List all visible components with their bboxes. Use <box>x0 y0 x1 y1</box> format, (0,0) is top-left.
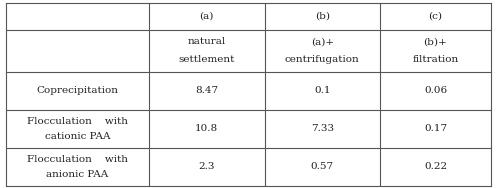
Text: cationic PAA: cationic PAA <box>45 132 110 141</box>
Text: settlement: settlement <box>178 55 235 64</box>
Text: (b)+: (b)+ <box>423 37 447 46</box>
Text: 2.3: 2.3 <box>198 162 215 171</box>
Text: natural: natural <box>188 37 226 46</box>
Text: (a)+: (a)+ <box>311 37 334 46</box>
Text: (a): (a) <box>200 12 214 21</box>
Text: (b): (b) <box>315 12 330 21</box>
Text: 0.17: 0.17 <box>424 124 447 133</box>
Text: filtration: filtration <box>413 55 459 64</box>
Text: 0.57: 0.57 <box>311 162 334 171</box>
Text: 8.47: 8.47 <box>195 86 218 95</box>
Text: centrifugation: centrifugation <box>285 55 360 64</box>
Text: Flocculation    with: Flocculation with <box>27 117 128 126</box>
Text: 7.33: 7.33 <box>311 124 334 133</box>
Text: Coprecipitation: Coprecipitation <box>36 86 118 95</box>
Text: Flocculation    with: Flocculation with <box>27 155 128 164</box>
Text: 10.8: 10.8 <box>195 124 218 133</box>
Text: 0.06: 0.06 <box>424 86 447 95</box>
Text: 0.1: 0.1 <box>314 86 331 95</box>
Text: anionic PAA: anionic PAA <box>46 170 109 179</box>
Text: (c): (c) <box>428 12 442 21</box>
Text: 0.22: 0.22 <box>424 162 447 171</box>
